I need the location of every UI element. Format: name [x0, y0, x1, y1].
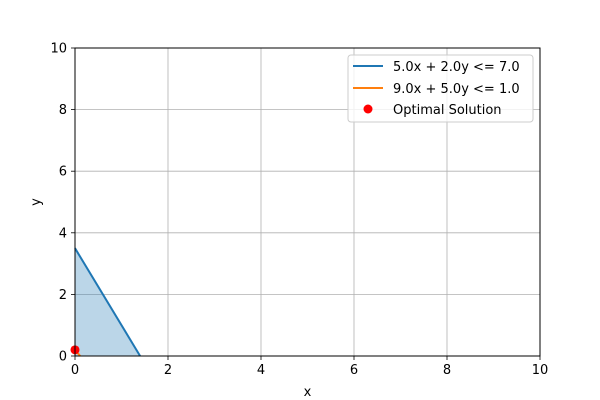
x-tick-label-2: 4 [257, 363, 265, 378]
legend-swatch-optimal-solution [363, 104, 373, 114]
y-tick-label-1: 2 [59, 288, 67, 303]
legend-box [347, 54, 534, 123]
legend-label-constraint-1: 5.0x + 2.0y <= 7.0 [393, 60, 520, 75]
y-tick-label-2: 4 [59, 226, 67, 241]
y-tick-label-4: 8 [59, 103, 67, 118]
plot-frame [74, 47, 541, 357]
y-axis-label: y [29, 198, 44, 206]
x-axis: 0 2 4 6 8 10 [71, 356, 548, 378]
legend: 5.0x + 2.0y <= 7.0 9.0x + 5.0y <= 1.0 Op… [347, 54, 534, 123]
legend-label-constraint-2: 9.0x + 5.0y <= 1.0 [393, 82, 520, 97]
x-axis-label: x [304, 385, 312, 400]
y-tick-label-3: 6 [59, 165, 67, 180]
legend-label-optimal-solution: Optimal Solution [393, 103, 502, 118]
y-tick-label-0: 0 [59, 350, 67, 365]
x-tick-label-1: 2 [164, 363, 172, 378]
y-axis: 0 2 4 6 8 10 [50, 42, 75, 365]
x-tick-label-5: 10 [532, 363, 549, 378]
x-tick-label-4: 8 [443, 363, 451, 378]
x-tick-label-0: 0 [71, 363, 79, 378]
y-tick-label-5: 10 [50, 42, 67, 57]
series-line-1 [74, 247, 141, 357]
x-tick-label-3: 6 [350, 363, 358, 378]
